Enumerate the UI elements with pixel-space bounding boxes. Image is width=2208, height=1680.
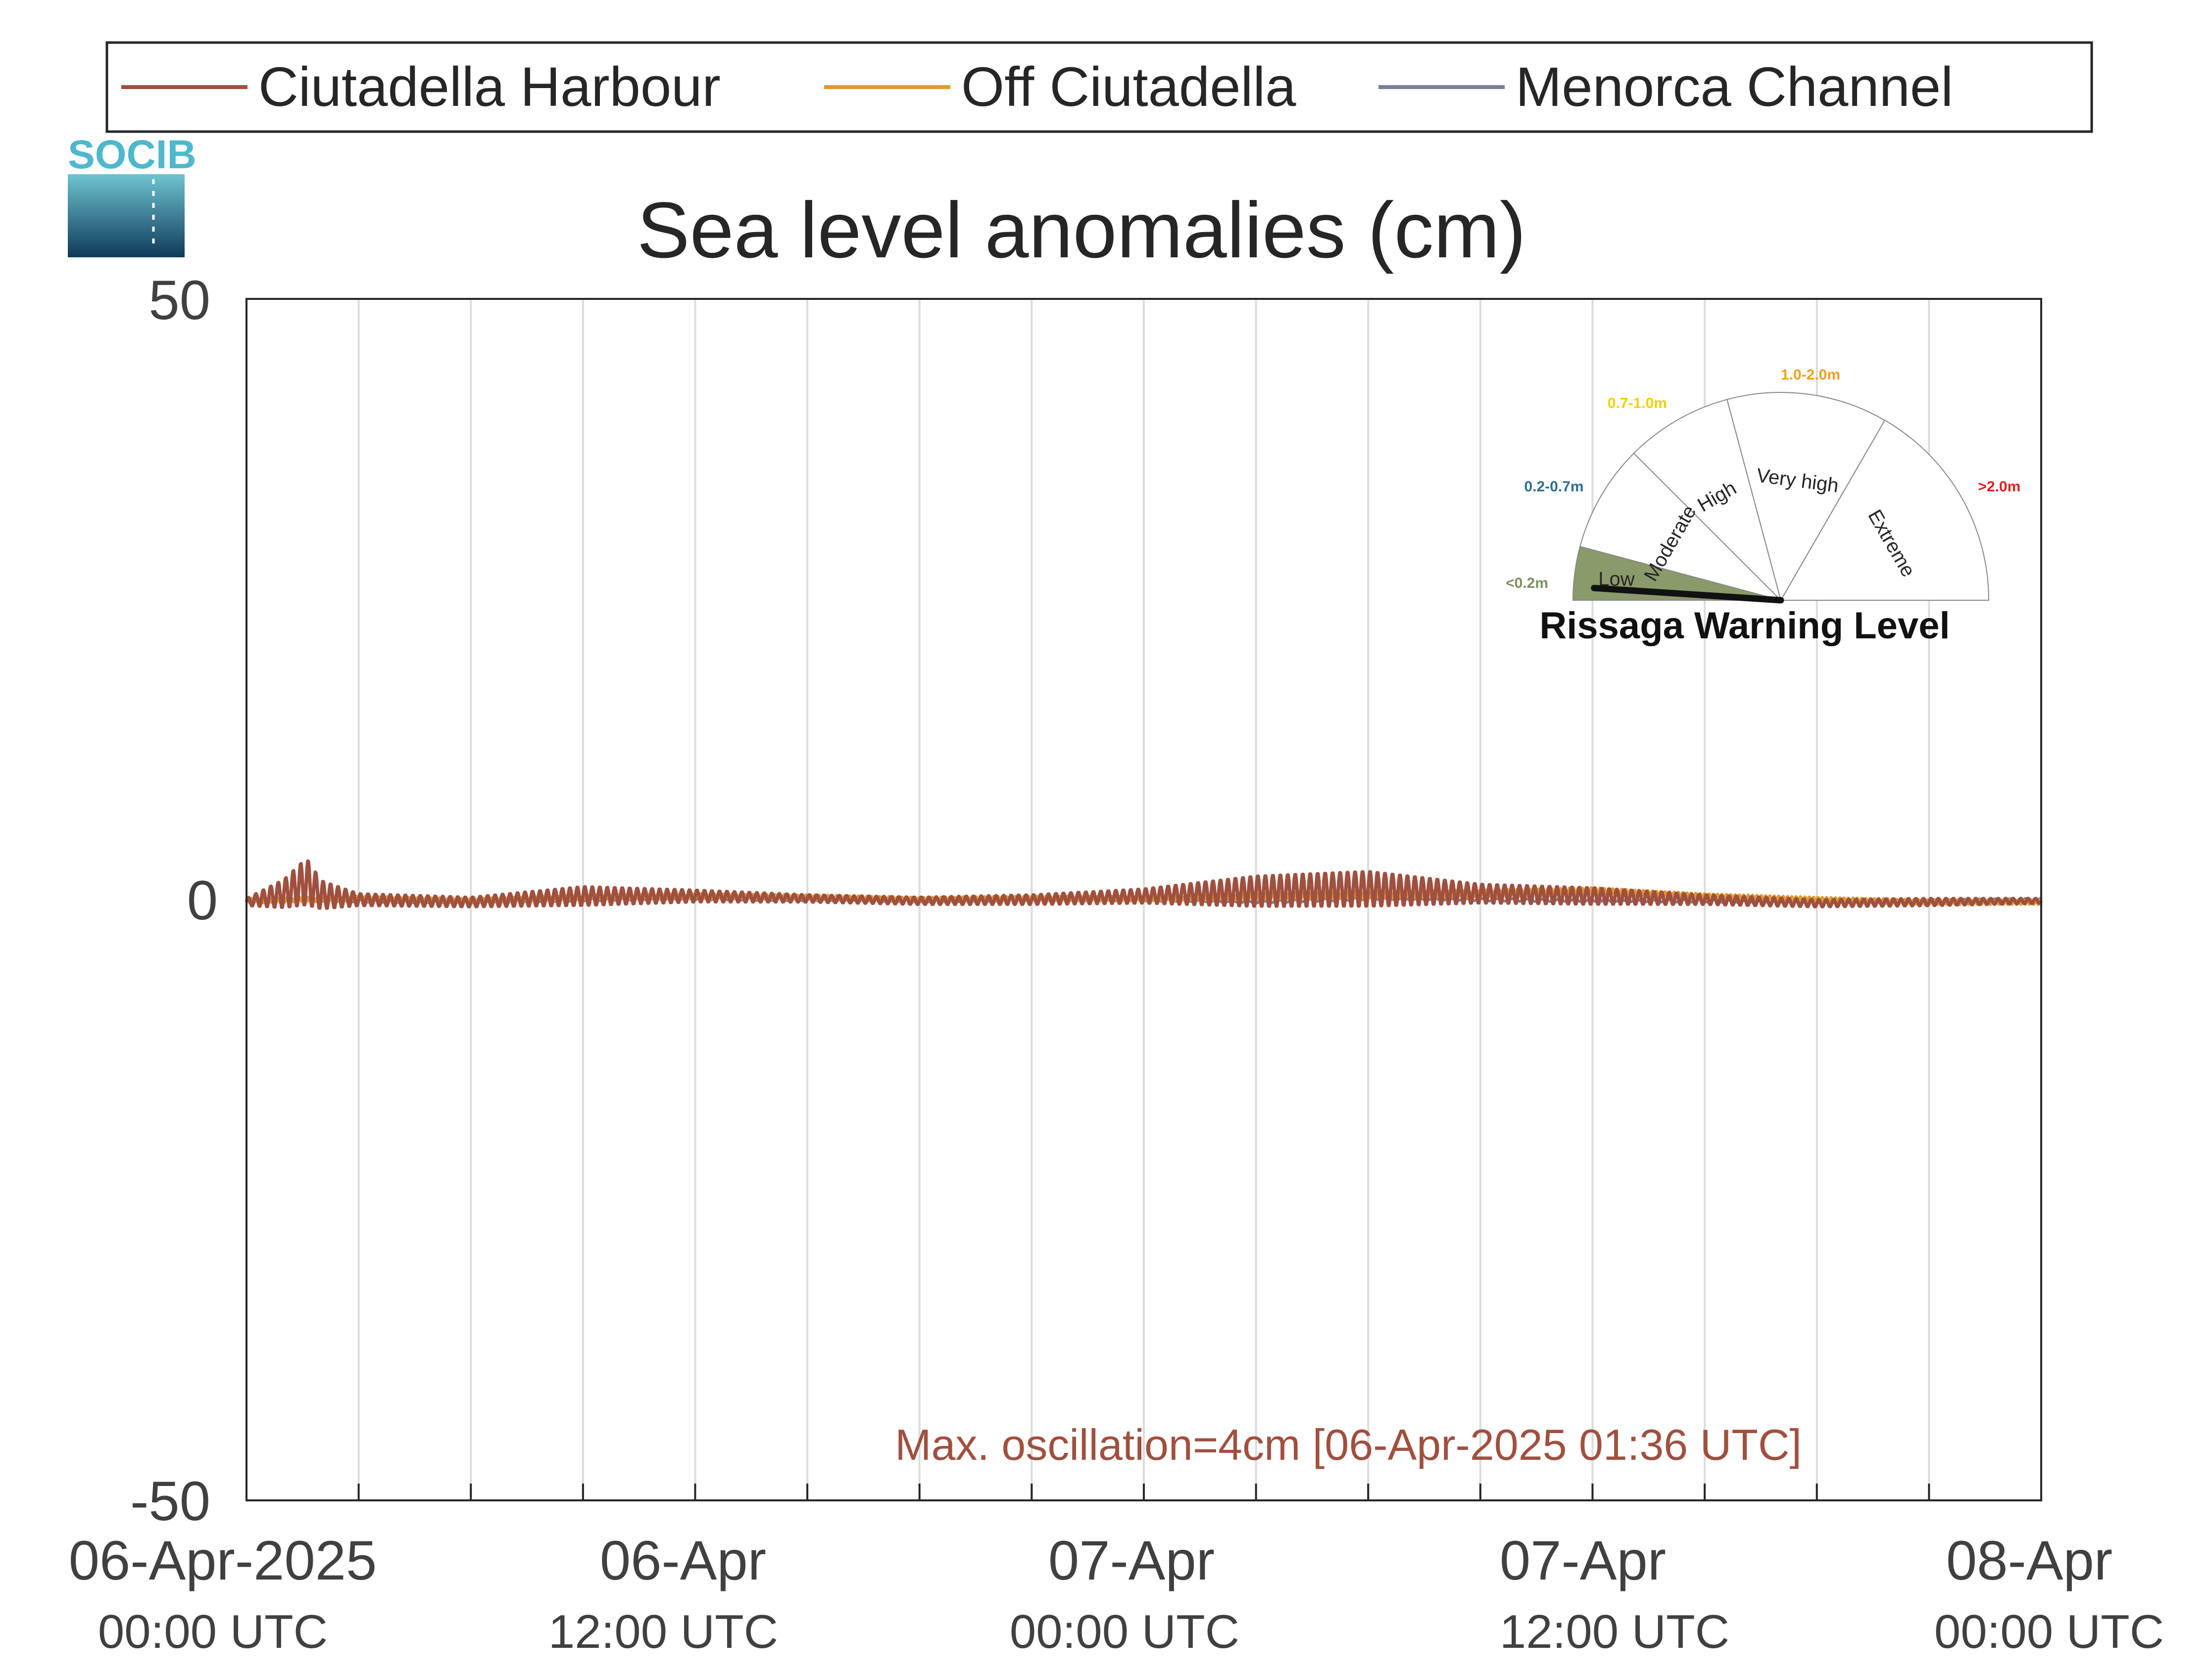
gauge-segment-extreme bbox=[1780, 419, 1990, 601]
y-tick-label-middle: 0 bbox=[187, 869, 218, 931]
legend-label-off-ciutadella: Off Ciutadella bbox=[961, 56, 1296, 118]
gauge-needle bbox=[1591, 584, 1784, 604]
max-oscillation-annotation: Max. oscillation=4cm [06-Apr-2025 01:36 … bbox=[895, 1420, 1802, 1469]
socib-logo: SOCIB bbox=[68, 132, 196, 257]
legend: Ciutadella Harbour Off Ciutadella Menorc… bbox=[105, 41, 2093, 133]
x-tick-label-3: 07-Apr bbox=[1500, 1530, 1666, 1591]
series-line-ciutadella-harbour bbox=[245, 859, 2043, 910]
gauge-range-very-high: 1.0-2.0m bbox=[1781, 367, 1840, 383]
x-tick-sublabel-0: 00:00 UTC bbox=[98, 1605, 328, 1658]
x-tick-label-2: 07-Apr bbox=[1048, 1530, 1215, 1591]
gauge-segment-moderate bbox=[1579, 452, 1783, 601]
legend-frame bbox=[105, 41, 2093, 133]
x-tick-sublabel-3: 12:00 UTC bbox=[1500, 1605, 1729, 1658]
gauge-range-extreme: >2.0m bbox=[1978, 479, 2020, 495]
legend-label-ciutadella-harbour: Ciutadella Harbour bbox=[258, 56, 721, 118]
y-tick-label-bottom: -50 bbox=[130, 1470, 210, 1532]
gauge-segment-very-high bbox=[1726, 392, 1886, 602]
x-axis-labels: 06-Apr-2025 00:00 UTC 06-Apr 12:00 UTC 0… bbox=[69, 1530, 2164, 1658]
x-axis-ticks bbox=[357, 1484, 1930, 1500]
gauge-range-high: 0.7-1.0m bbox=[1608, 395, 1667, 412]
logo-wave-block bbox=[68, 174, 185, 257]
series-lines bbox=[245, 859, 2043, 910]
x-tick-sublabel-1: 12:00 UTC bbox=[548, 1605, 778, 1658]
legend-label-menorca-channel: Menorca Channel bbox=[1516, 56, 1953, 118]
gauge-range-moderate: 0.2-0.7m bbox=[1524, 479, 1584, 495]
gauge-title: Rissaga Warning Level bbox=[1539, 605, 1950, 647]
x-tick-label-1: 06-Apr bbox=[600, 1530, 766, 1591]
rissaga-gauge: Low Moderate High Very high Extreme <0.2… bbox=[1506, 367, 2020, 647]
y-tick-label-top: 50 bbox=[148, 269, 210, 331]
gauge-range-low: <0.2m bbox=[1506, 575, 1548, 591]
gauge-segment-high bbox=[1633, 399, 1782, 602]
x-tick-sublabel-4: 00:00 UTC bbox=[1934, 1605, 2164, 1658]
logo-text: SOCIB bbox=[68, 132, 196, 177]
chart-title: Sea level anomalies (cm) bbox=[637, 186, 1526, 274]
x-tick-label-0: 06-Apr-2025 bbox=[69, 1530, 377, 1591]
x-tick-sublabel-2: 00:00 UTC bbox=[1010, 1605, 1239, 1658]
x-tick-label-4: 08-Apr bbox=[1946, 1530, 2112, 1591]
